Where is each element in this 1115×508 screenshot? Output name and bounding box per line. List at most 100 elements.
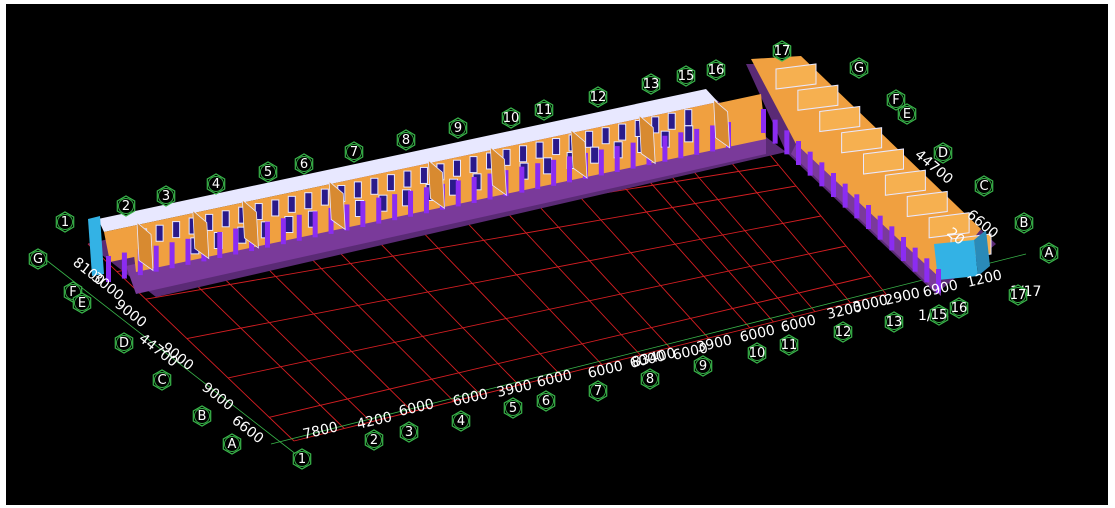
axis-bubble-right-A[interactable]: A xyxy=(1039,242,1059,264)
axis-bubble-back-4[interactable]: 4 xyxy=(206,173,226,195)
axis-bubble-back-9[interactable]: 9 xyxy=(448,117,468,139)
axis-bubble-front-4[interactable]: 4 xyxy=(451,410,471,432)
axis-bubble-front-16[interactable]: 16 xyxy=(949,297,969,319)
bubble-label: 8 xyxy=(402,133,410,148)
axis-bubble-back-12[interactable]: 12 xyxy=(588,86,608,108)
dimension-label: 6900 xyxy=(921,277,959,301)
axis-bubble-front-10[interactable]: 10 xyxy=(747,342,767,364)
bubble-frame xyxy=(772,40,792,62)
bubble-frame xyxy=(192,405,212,427)
bubble-frame xyxy=(156,185,176,207)
grid-line-col xyxy=(720,149,851,304)
bubble-frame xyxy=(448,117,468,139)
bubble-frame xyxy=(933,142,953,164)
column xyxy=(408,190,414,217)
bubble-ring xyxy=(1016,215,1032,231)
bubble-ring xyxy=(224,436,240,452)
column xyxy=(662,135,668,162)
bubble-ring xyxy=(450,120,466,136)
bubble-ring xyxy=(296,156,312,172)
bubble-label: 16 xyxy=(951,301,968,316)
axis-bubble-left-G[interactable]: G xyxy=(28,248,48,270)
axis-bubble-front-2[interactable]: 2 xyxy=(364,429,384,451)
axis-bubble-front-5[interactable]: 5 xyxy=(503,397,523,419)
column xyxy=(924,258,930,283)
column xyxy=(169,242,175,269)
axis-bubble-back-6[interactable]: 6 xyxy=(294,153,314,175)
axis-bubble-right-E[interactable]: E xyxy=(897,103,917,125)
bubble-frame xyxy=(72,292,92,314)
axis-bubble-front-15[interactable]: 15 xyxy=(929,304,949,326)
axis-bubble-left-C[interactable]: C xyxy=(152,369,172,391)
partition-wall xyxy=(328,180,346,231)
grid-line-col xyxy=(632,162,774,323)
axis-bubble-front-11[interactable]: 11 xyxy=(779,334,799,356)
axis-bubble-back-3[interactable]: 3 xyxy=(156,185,176,207)
column xyxy=(784,130,790,155)
bubble-frame xyxy=(344,141,364,163)
axis-bubble-front-9[interactable]: 9 xyxy=(693,355,713,377)
axis-bubble-right-D[interactable]: D xyxy=(933,142,953,164)
bubble-label: 12 xyxy=(590,90,607,105)
bubble-ring xyxy=(158,188,174,204)
bubble-ring xyxy=(503,110,519,126)
axis-bubble-front-3[interactable]: 3 xyxy=(399,421,419,443)
grid-line-col xyxy=(656,159,795,318)
axis-bubble-back-7[interactable]: 7 xyxy=(344,141,364,163)
column xyxy=(567,156,573,183)
axis-bubble-left-D[interactable]: D xyxy=(114,332,134,354)
axis-bubble-back-1[interactable]: 1 xyxy=(55,211,75,233)
dimension-label: 6000 xyxy=(779,312,817,336)
axis-bubble-back-5[interactable]: 5 xyxy=(258,161,278,183)
axis-bubble-right-C[interactable]: C xyxy=(974,175,994,197)
axis-bubble-left-A[interactable]: A xyxy=(222,433,242,455)
3d-model-viewport[interactable]: 7800 4200 6000 6000 3900 6000 6000 6000 83400 600… xyxy=(6,4,1108,505)
axis-bubble-back-17[interactable]: 17 xyxy=(772,40,792,62)
dimension-label: 6000 xyxy=(738,322,776,346)
bubble-ring xyxy=(260,164,276,180)
column xyxy=(392,194,398,221)
window xyxy=(221,210,230,228)
column xyxy=(796,141,801,165)
dimension-label: 4200 xyxy=(355,409,393,433)
bubble-ring xyxy=(505,400,521,416)
axis-bubble-left-B[interactable]: B xyxy=(192,405,212,427)
axis-bubble-front-8[interactable]: 8 xyxy=(640,368,660,390)
bubble-ring xyxy=(194,408,210,424)
bubble-ring xyxy=(678,68,694,84)
window xyxy=(601,127,610,145)
bubble-label: 1 xyxy=(298,452,306,467)
column xyxy=(328,207,334,234)
axis-bubble-right-B[interactable]: B xyxy=(1014,212,1034,234)
axis-bubble-front-6[interactable]: 6 xyxy=(536,390,556,412)
bubble-label: 7 xyxy=(594,384,602,399)
bubble-ring xyxy=(976,178,992,194)
axis-bubble-front-1[interactable]: 1 xyxy=(292,448,312,470)
axis-bubble-back-13[interactable]: 13 xyxy=(641,73,661,95)
axis-bubble-back-15[interactable]: 15 xyxy=(676,65,696,87)
bubble-ring xyxy=(935,145,951,161)
grid-line-row xyxy=(269,275,872,418)
bubble-label: G xyxy=(33,252,43,267)
axis-bubble-front-12[interactable]: 12 xyxy=(833,321,853,343)
axis-bubble-front-7[interactable]: 7 xyxy=(588,380,608,402)
axis-bubble-back-2[interactable]: 2 xyxy=(116,195,136,217)
bubble-frame xyxy=(222,433,242,455)
axis-bubble-back-10[interactable]: 10 xyxy=(501,107,521,129)
axis-bubble-back-8[interactable]: 8 xyxy=(396,129,416,151)
axis-bubble-left-E[interactable]: E xyxy=(72,292,92,314)
window xyxy=(469,156,478,174)
bubble-frame xyxy=(536,390,556,412)
axis-bubble-right-F[interactable]: F xyxy=(886,89,906,111)
axis-bubble-front-17[interactable]: 17 xyxy=(1008,284,1028,306)
axis-bubble-back-11[interactable]: 11 xyxy=(534,99,554,121)
bubble-frame xyxy=(949,297,969,319)
grid-line-col xyxy=(558,173,709,339)
bubble-ring xyxy=(398,132,414,148)
dimension-label: 3900 xyxy=(495,377,533,401)
axis-bubble-front-13[interactable]: 13 xyxy=(884,311,904,333)
axis-bubble-right-G[interactable]: G xyxy=(849,57,869,79)
axis-bubble-back-16[interactable]: 16 xyxy=(706,59,726,81)
